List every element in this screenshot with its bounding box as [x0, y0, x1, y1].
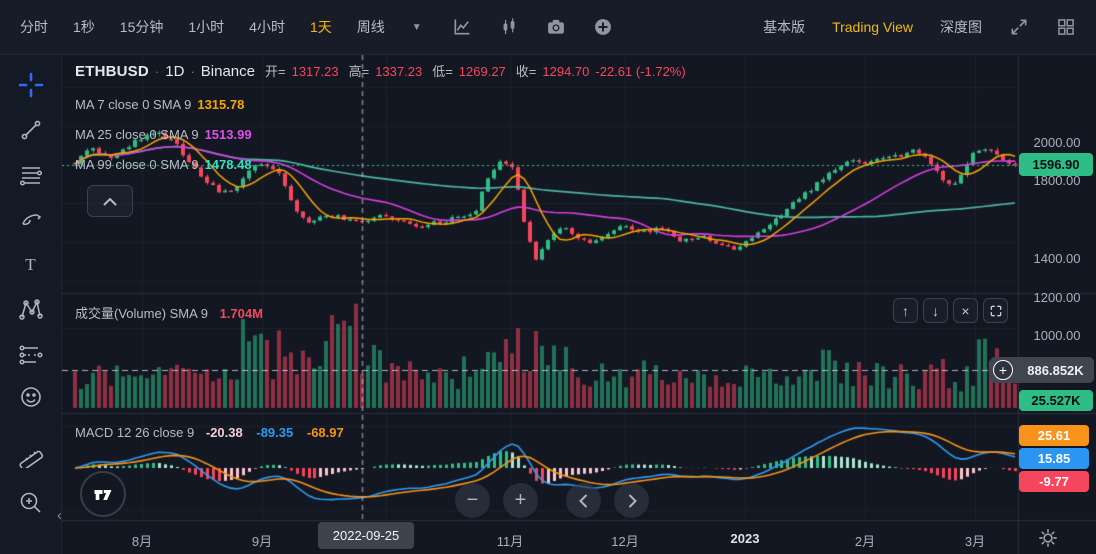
- low-label: 低=: [432, 64, 453, 79]
- view-tradingview-tab[interactable]: Trading View: [832, 19, 913, 35]
- macd-line-badge: 15.85: [1019, 448, 1089, 469]
- fib-lines-icon[interactable]: [16, 160, 46, 190]
- plus-circle-icon[interactable]: [593, 17, 613, 37]
- ma25-value: 1513.99: [204, 127, 252, 142]
- time-tick-feb: 2月: [854, 534, 876, 549]
- time-axis-settings-gear-icon[interactable]: [1037, 527, 1059, 549]
- high-label: 高=: [348, 64, 370, 79]
- close-value: 1294.70: [542, 64, 590, 79]
- ma99-legend[interactable]: MA 99 close 0 SMA 9 1478.48: [75, 157, 252, 172]
- xabcd-pattern-icon[interactable]: [16, 295, 46, 325]
- time-tick-dec: 12月: [611, 534, 639, 549]
- macd-hist-badge: -9.77: [1019, 471, 1089, 492]
- last-price-badge: 1596.90: [1019, 153, 1093, 176]
- price-tick: 1400.00: [1033, 251, 1081, 266]
- symbol-legend: ETHBUSD · 1D · Binance 开= 1317.23 高= 1337.…: [75, 63, 686, 80]
- drawing-tools-sidebar: T: [0, 55, 62, 554]
- ma99-value: 1478.48: [204, 157, 252, 172]
- scroll-left-button[interactable]: [566, 483, 601, 518]
- ma25-legend[interactable]: MA 25 close 0 SMA 9 1513.99: [75, 127, 252, 142]
- forecast-icon[interactable]: [16, 340, 46, 370]
- symbol-interval: 1D: [165, 63, 185, 80]
- top-toolbar: 分时 1秒 15分钟 1小时 4小时 1天 周线 ▼: [0, 0, 1096, 55]
- ma7-value: 1315.78: [197, 97, 245, 112]
- ruler-icon[interactable]: [16, 440, 46, 470]
- time-tick-2023: 2023: [730, 531, 760, 546]
- text-tool-icon[interactable]: T: [25, 255, 36, 274]
- interval-minutes[interactable]: 分时: [20, 19, 48, 35]
- price-tick: 1000.00: [1033, 328, 1081, 343]
- pane-close-button[interactable]: ×: [953, 298, 978, 323]
- volume-current-badge: 25.527K: [1019, 390, 1093, 411]
- price-tick: 2000.00: [1033, 135, 1081, 150]
- emoji-icon[interactable]: [16, 382, 46, 412]
- crosshair-date-badge: 2022-09-25: [318, 522, 414, 549]
- time-tick-aug: 8月: [131, 534, 153, 549]
- close-label: 收=: [515, 64, 537, 79]
- interval-1s[interactable]: 1秒: [73, 19, 95, 35]
- macd-line-value: -89.35: [256, 425, 294, 440]
- macd-signal-badge: 25.61: [1019, 425, 1089, 446]
- camera-icon[interactable]: [546, 17, 566, 37]
- trend-line-icon[interactable]: [16, 115, 46, 145]
- crosshair-icon[interactable]: [16, 70, 46, 100]
- interval-dropdown-caret[interactable]: ▼: [411, 21, 422, 33]
- time-tick-sep: 9月: [251, 534, 273, 549]
- volume-value: 1.704M: [219, 306, 263, 321]
- interval-1d[interactable]: 1天: [309, 19, 332, 35]
- view-depth-tab[interactable]: 深度图: [940, 19, 982, 35]
- candlestick-icon[interactable]: [499, 17, 519, 37]
- interval-selector: 分时 1秒 15分钟 1小时 4小时 1天 周线 ▼: [20, 17, 422, 37]
- open-value: 1317.23: [291, 64, 339, 79]
- interval-4h[interactable]: 4小时: [249, 19, 285, 35]
- zoom-out-button[interactable]: −: [455, 483, 490, 518]
- tradingview-logo[interactable]: [80, 471, 126, 517]
- zoom-in-button[interactable]: +: [503, 483, 538, 518]
- change-value: -22.61 (-1.72%): [595, 64, 686, 79]
- alert-value: 886.852K: [1027, 362, 1084, 378]
- price-tick: 1200.00: [1033, 290, 1081, 305]
- add-alert-plus-icon[interactable]: +: [993, 360, 1013, 380]
- fullscreen-icon[interactable]: [1009, 17, 1029, 37]
- pane-move-up-button[interactable]: ↑: [893, 298, 918, 323]
- volume-legend[interactable]: 成交量(Volume) SMA 9 1.704M: [75, 306, 263, 321]
- scroll-right-button[interactable]: [614, 483, 649, 518]
- low-value: 1269.27: [458, 64, 506, 79]
- symbol-name[interactable]: ETHBUSD: [75, 63, 149, 80]
- layout-grid-icon[interactable]: [1056, 17, 1076, 37]
- pane-maximize-button[interactable]: [983, 298, 1008, 323]
- macd-legend[interactable]: MACD 12 26 close 9 -20.38 -89.35 -68.97: [75, 425, 344, 440]
- symbol-exchange: Binance: [200, 63, 255, 80]
- macd-signal-value: -68.97: [306, 425, 344, 440]
- time-tick-mar: 3月: [964, 534, 986, 549]
- macd-hist-value: -20.38: [205, 425, 243, 440]
- time-tick-nov: 11月: [496, 534, 524, 549]
- interval-1h[interactable]: 1小时: [188, 19, 225, 35]
- collapse-sidebar-chevron[interactable]: ‹: [57, 507, 62, 524]
- brush-icon[interactable]: [16, 205, 46, 235]
- view-basic-tab[interactable]: 基本版: [763, 19, 806, 35]
- interval-1w[interactable]: 周线: [356, 19, 385, 35]
- pane-move-down-button[interactable]: ↓: [923, 298, 948, 323]
- zoom-in-icon[interactable]: [16, 488, 46, 518]
- price-alert-row[interactable]: + 886.852K: [990, 357, 1094, 383]
- high-value: 1337.23: [375, 64, 423, 79]
- chart-line-icon[interactable]: [452, 17, 472, 37]
- interval-15m[interactable]: 15分钟: [119, 19, 164, 35]
- ma7-legend[interactable]: MA 7 close 0 SMA 9 1315.78: [75, 97, 245, 112]
- collapse-legend-button[interactable]: [87, 185, 133, 217]
- open-label: 开=: [265, 64, 286, 79]
- price-tick: 1800.00: [1033, 173, 1081, 188]
